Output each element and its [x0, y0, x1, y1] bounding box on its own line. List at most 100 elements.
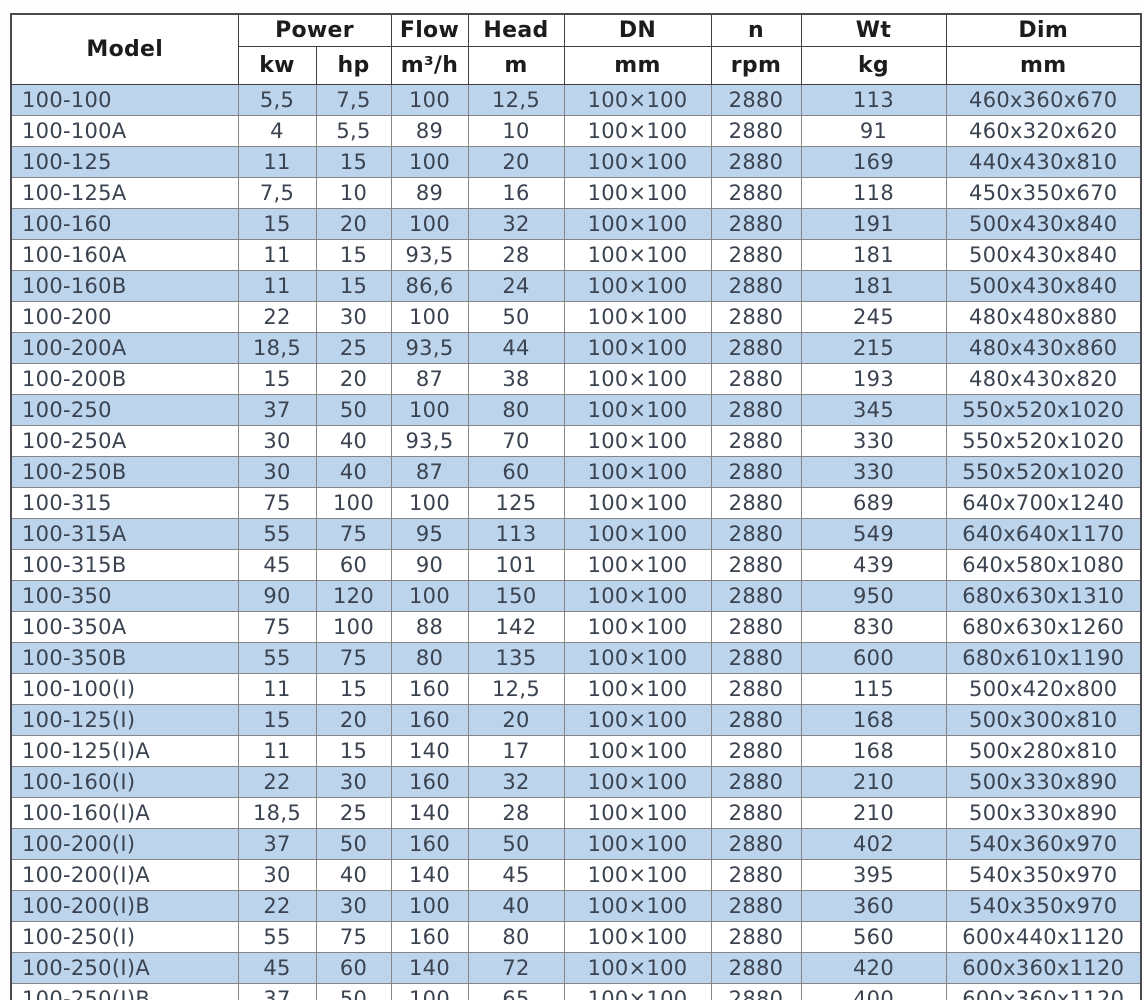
power-kw-cell: 22: [237, 766, 317, 798]
weight-cell: 181: [800, 239, 947, 271]
weight-cell: 91: [800, 115, 947, 147]
dim-cell: 680x630x1310: [945, 580, 1142, 612]
dn-cell: 100×100: [563, 704, 712, 736]
head-cell: 24: [467, 270, 565, 302]
column-header-flow: Flow: [390, 13, 469, 47]
weight-cell: 245: [800, 301, 947, 333]
unit-header-n: rpm: [710, 46, 802, 85]
head-cell: 32: [467, 766, 565, 798]
model-cell: 100-125(I): [10, 704, 239, 736]
unit-header-dn: mm: [563, 46, 712, 85]
power-kw-cell: 18,5: [237, 797, 317, 829]
power-hp-cell: 50: [315, 394, 392, 426]
dn-cell: 100×100: [563, 239, 712, 271]
weight-cell: 360: [800, 890, 947, 922]
flow-cell: 160: [390, 766, 469, 798]
dim-cell: 600x360x1120: [945, 983, 1142, 1000]
rpm-cell: 2880: [710, 704, 802, 736]
rpm-cell: 2880: [710, 766, 802, 798]
flow-cell: 160: [390, 704, 469, 736]
power-hp-cell: 20: [315, 704, 392, 736]
table-row: 100-250A 30 40 93,5 70 100×100 2880 330 550x520x…: [10, 425, 1142, 457]
power-hp-cell: 40: [315, 859, 392, 891]
model-cell: 100-200(I)A: [10, 859, 239, 891]
weight-cell: 395: [800, 859, 947, 891]
model-cell: 100-350: [10, 580, 239, 612]
power-kw-cell: 18,5: [237, 332, 317, 364]
power-hp-cell: 15: [315, 146, 392, 178]
table-row: 100-200A 18,5 25 93,5 44 100×100 2880 215 480x43…: [10, 332, 1142, 364]
rpm-cell: 2880: [710, 735, 802, 767]
head-cell: 113: [467, 518, 565, 550]
unit-header-hp: hp: [315, 46, 392, 85]
power-kw-cell: 75: [237, 611, 317, 643]
dim-cell: 500x280x810: [945, 735, 1142, 767]
power-hp-cell: 75: [315, 921, 392, 953]
power-kw-cell: 11: [237, 735, 317, 767]
power-hp-cell: 25: [315, 332, 392, 364]
table-row: 100-160 15 20 100 32 100×100 2880 191 500x430x84…: [10, 208, 1142, 240]
dn-cell: 100×100: [563, 456, 712, 488]
dn-cell: 100×100: [563, 549, 712, 581]
head-cell: 32: [467, 208, 565, 240]
head-cell: 60: [467, 456, 565, 488]
head-cell: 150: [467, 580, 565, 612]
dim-cell: 500x330x890: [945, 797, 1142, 829]
dn-cell: 100×100: [563, 518, 712, 550]
power-kw-cell: 90: [237, 580, 317, 612]
rpm-cell: 2880: [710, 84, 802, 116]
unit-header-kw: kw: [237, 46, 317, 85]
table-row: 100-160B 11 15 86,6 24 100×100 2880 181 500x430x…: [10, 270, 1142, 302]
rpm-cell: 2880: [710, 890, 802, 922]
power-hp-cell: 40: [315, 425, 392, 457]
table-row: 100-350A 75 100 88 142 100×100 2880 830 680x630x…: [10, 611, 1142, 643]
pump-spec-table: Model Power Flow Head DN n Wt Dim kw hp …: [10, 13, 1142, 1000]
head-cell: 72: [467, 952, 565, 984]
power-hp-cell: 30: [315, 890, 392, 922]
flow-cell: 100: [390, 487, 469, 519]
power-hp-cell: 15: [315, 673, 392, 705]
head-cell: 10: [467, 115, 565, 147]
table-header: Model Power Flow Head DN n Wt Dim kw hp …: [10, 13, 1142, 85]
rpm-cell: 2880: [710, 611, 802, 643]
dn-cell: 100×100: [563, 611, 712, 643]
power-kw-cell: 37: [237, 983, 317, 1000]
dn-cell: 100×100: [563, 394, 712, 426]
flow-cell: 100: [390, 84, 469, 116]
flow-cell: 160: [390, 921, 469, 953]
head-cell: 50: [467, 828, 565, 860]
model-cell: 100-160A: [10, 239, 239, 271]
dim-cell: 500x330x890: [945, 766, 1142, 798]
weight-cell: 168: [800, 704, 947, 736]
flow-cell: 93,5: [390, 332, 469, 364]
dn-cell: 100×100: [563, 332, 712, 364]
unit-header-wt: kg: [800, 46, 947, 85]
rpm-cell: 2880: [710, 487, 802, 519]
table-row: 100-100A 4 5,5 89 10 100×100 2880 91 460x320x620: [10, 115, 1142, 147]
power-kw-cell: 30: [237, 859, 317, 891]
table-row: 100-125 11 15 100 20 100×100 2880 169 440x430x81…: [10, 146, 1142, 178]
dim-cell: 540x360x970: [945, 828, 1142, 860]
head-cell: 12,5: [467, 84, 565, 116]
table-row: 100-250 37 50 100 80 100×100 2880 345 550x520x10…: [10, 394, 1142, 426]
rpm-cell: 2880: [710, 456, 802, 488]
weight-cell: 830: [800, 611, 947, 643]
weight-cell: 330: [800, 456, 947, 488]
flow-cell: 89: [390, 177, 469, 209]
model-cell: 100-200(I): [10, 828, 239, 860]
model-cell: 100-160: [10, 208, 239, 240]
head-cell: 80: [467, 394, 565, 426]
head-cell: 17: [467, 735, 565, 767]
model-cell: 100-315: [10, 487, 239, 519]
rpm-cell: 2880: [710, 549, 802, 581]
power-hp-cell: 50: [315, 828, 392, 860]
model-cell: 100-250A: [10, 425, 239, 457]
head-cell: 101: [467, 549, 565, 581]
flow-cell: 160: [390, 673, 469, 705]
dn-cell: 100×100: [563, 921, 712, 953]
power-kw-cell: 55: [237, 518, 317, 550]
weight-cell: 115: [800, 673, 947, 705]
weight-cell: 210: [800, 797, 947, 829]
table-row: 100-160(I) 22 30 160 32 100×100 2880 210 500x330…: [10, 766, 1142, 798]
